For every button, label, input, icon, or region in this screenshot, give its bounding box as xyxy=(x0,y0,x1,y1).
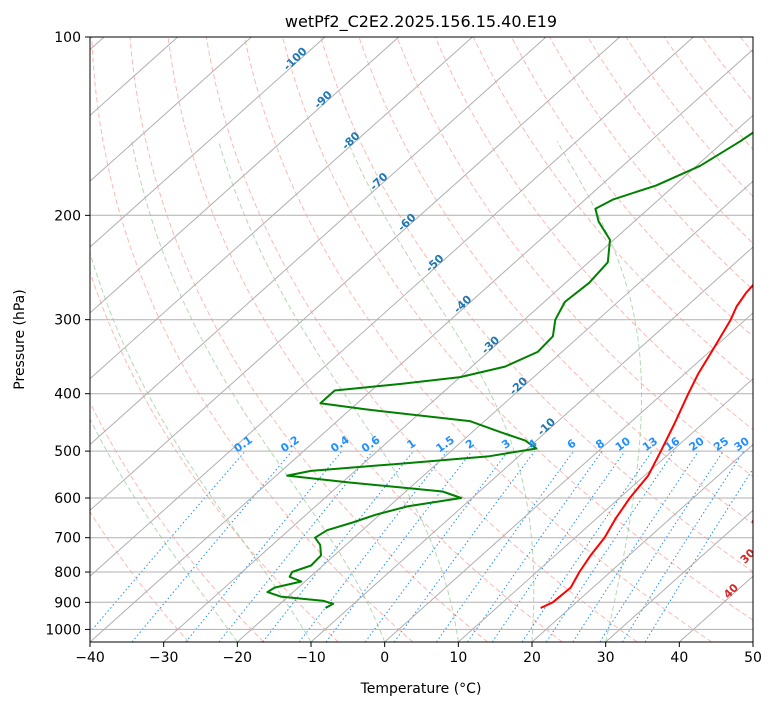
dry-adiabat-line xyxy=(472,37,753,384)
mixing-ratio-line xyxy=(491,450,626,642)
dry-adiabat-line xyxy=(90,401,264,642)
mixing-ratio-line xyxy=(364,450,509,642)
mixing-ratio-line xyxy=(599,450,724,642)
mixing-ratio-line xyxy=(467,450,603,642)
isotherm-line xyxy=(310,246,753,642)
mixing-ratio-line xyxy=(521,450,653,642)
chart-title: wetPf2_C2E2.2025.156.15.40.E19 xyxy=(285,12,557,32)
isotherm-line xyxy=(90,48,753,642)
y-tick-label: 100 xyxy=(54,30,81,46)
y-tick-label: 700 xyxy=(54,531,81,547)
dry-adiabat-line xyxy=(549,37,753,291)
y-axis-label: Pressure (hPa) xyxy=(12,289,28,389)
mixing-ratio-line xyxy=(572,450,700,642)
x-tick-label: 30 xyxy=(597,650,615,666)
mixing-ratio-line xyxy=(218,450,374,642)
dry-adiabat-line xyxy=(396,37,753,478)
isotherm-line xyxy=(90,37,547,446)
x-tick-label: 10 xyxy=(449,650,467,666)
x-tick-label: −40 xyxy=(75,650,105,666)
isotherm-line xyxy=(90,37,326,248)
y-tick-label: 500 xyxy=(54,444,81,460)
isotherm-line xyxy=(90,37,400,314)
mixing-ratio-line xyxy=(325,450,473,642)
isotherm-line xyxy=(90,37,473,380)
dry-adiabat-line xyxy=(282,37,753,621)
isotherm-line xyxy=(531,443,753,642)
y-tick-label: 200 xyxy=(54,208,81,224)
y-tick-label: 800 xyxy=(54,565,81,581)
y-tick-label: 600 xyxy=(54,491,81,507)
x-tick-label: −20 xyxy=(223,650,253,666)
x-tick-label: 20 xyxy=(523,650,541,666)
isotherm-line xyxy=(90,37,252,182)
x-tick-label: −30 xyxy=(149,650,179,666)
y-tick-label: 400 xyxy=(54,387,81,403)
x-tick-label: −10 xyxy=(296,650,326,666)
x-axis-label: Temperature (°C) xyxy=(360,681,482,697)
dry-adiabat-line xyxy=(320,37,753,573)
mixing-ratio-line xyxy=(435,450,575,642)
isotherm-line xyxy=(90,37,621,512)
y-tick-label: 300 xyxy=(54,313,81,329)
isotherm-line xyxy=(237,180,753,642)
gridlines xyxy=(90,37,753,642)
axes: −40 −30 −20 −10 0 10 20 30 40 50 100 200 300 400 500 60… xyxy=(45,30,762,666)
sounding-traces xyxy=(266,131,753,609)
x-tick-label: 50 xyxy=(744,650,762,666)
plot-frame xyxy=(89,36,754,643)
isotherm-line xyxy=(458,378,753,642)
mixing-ratio-line xyxy=(621,450,745,642)
dry-adiabat-line xyxy=(205,37,638,642)
isotherm-line xyxy=(605,509,753,642)
dry-adiabat-line xyxy=(129,37,488,642)
isotherm-line xyxy=(90,37,694,577)
mixing-ratio-line xyxy=(545,450,675,642)
mixing-ratio-line xyxy=(185,450,343,642)
x-tick-label: 40 xyxy=(670,650,688,666)
y-tick-label: 1000 xyxy=(45,622,81,638)
isotherm-line xyxy=(384,312,753,642)
x-tick-label: 0 xyxy=(380,650,389,666)
dewpoint-trace xyxy=(266,131,753,609)
y-tick-label: 900 xyxy=(54,595,81,611)
dry-adiabat-label: 20 xyxy=(749,510,769,530)
temperature-trace xyxy=(540,283,753,609)
isotherm-line xyxy=(163,114,753,642)
